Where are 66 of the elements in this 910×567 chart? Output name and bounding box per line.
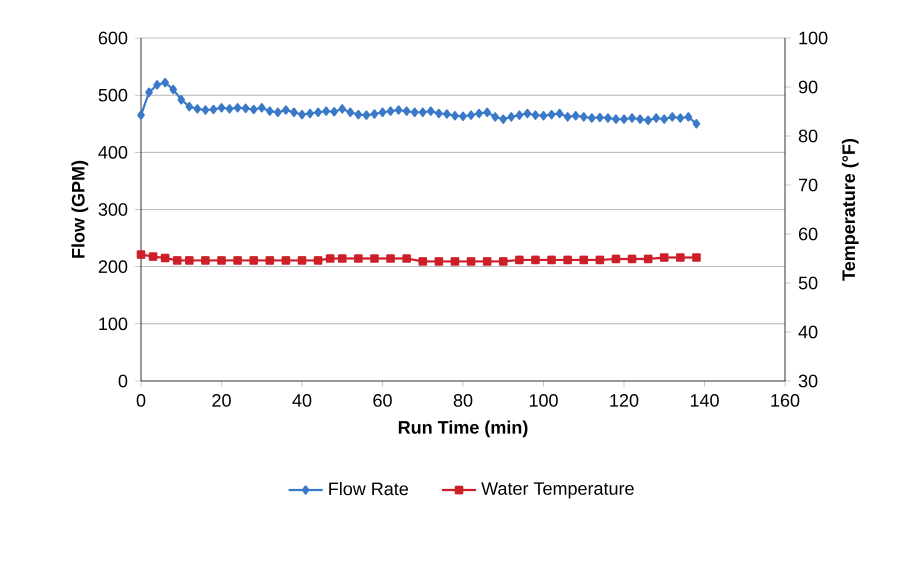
- point: [498, 257, 508, 266]
- point: [217, 256, 226, 265]
- point: [266, 256, 274, 265]
- point: [579, 256, 588, 264]
- y2-tick-label: 60: [798, 228, 818, 240]
- y2-tick-label: 80: [798, 130, 818, 142]
- point: [482, 257, 492, 266]
- point: [386, 254, 395, 263]
- y2-tick-label: 100: [799, 32, 828, 44]
- point: [314, 256, 322, 265]
- point: [418, 257, 428, 266]
- point: [185, 256, 194, 265]
- x-tick-label: 140: [690, 394, 719, 407]
- y-tick-label: 600: [98, 32, 128, 44]
- x-tick-label: 160: [771, 394, 800, 407]
- y2-tick-label: 50: [798, 276, 818, 290]
- point: [660, 253, 669, 262]
- point: [402, 254, 411, 263]
- point: [450, 257, 460, 266]
- point: [282, 256, 290, 265]
- legend-label: Water Temperature: [481, 482, 634, 498]
- point: [515, 256, 524, 264]
- point: [466, 257, 476, 266]
- y2-tick-label: 90: [798, 80, 818, 94]
- point: [644, 254, 652, 264]
- x-tick-label: 80: [454, 394, 472, 407]
- x-tick-label: 0: [136, 394, 146, 407]
- y-axis-title: Flow (GPM): [71, 160, 88, 258]
- point: [249, 256, 258, 265]
- x-tick-label: 100: [530, 394, 558, 407]
- y2-tick-label: 70: [798, 178, 818, 192]
- point: [354, 254, 363, 263]
- point: [148, 252, 158, 261]
- x-tick-label: 20: [212, 394, 231, 407]
- point: [233, 256, 242, 265]
- point: [563, 256, 572, 264]
- point: [160, 254, 170, 262]
- point: [338, 254, 347, 263]
- point: [531, 256, 540, 264]
- point: [201, 256, 210, 265]
- x-axis-title: Run Time (min): [398, 420, 528, 438]
- point: [136, 250, 146, 259]
- y-tick-label: 200: [98, 260, 128, 274]
- y2-axis-title: Temperature (°F): [842, 138, 859, 281]
- y-tick-label: 300: [98, 203, 128, 216]
- y-tick-label: 100: [99, 317, 128, 330]
- x-tick-label: 120: [610, 394, 638, 407]
- y-tick-label: 0: [118, 374, 128, 388]
- y-tick-label: 400: [98, 146, 128, 159]
- y2-tick-label: 40: [798, 326, 818, 338]
- y2-tick-label: 30: [798, 374, 818, 388]
- point: [692, 253, 701, 262]
- point: [596, 256, 604, 264]
- point: [298, 256, 306, 265]
- point: [547, 256, 556, 264]
- x-tick-label: 40: [292, 394, 312, 407]
- point: [172, 256, 182, 265]
- point: [628, 254, 636, 264]
- point: [370, 254, 379, 263]
- x-tick-label: 60: [373, 394, 392, 407]
- point: [326, 254, 334, 263]
- point: [676, 253, 685, 262]
- legend-label: Flow Rate: [329, 482, 408, 496]
- point: [612, 254, 620, 264]
- y-tick-label: 500: [98, 88, 128, 102]
- point: [434, 257, 444, 266]
